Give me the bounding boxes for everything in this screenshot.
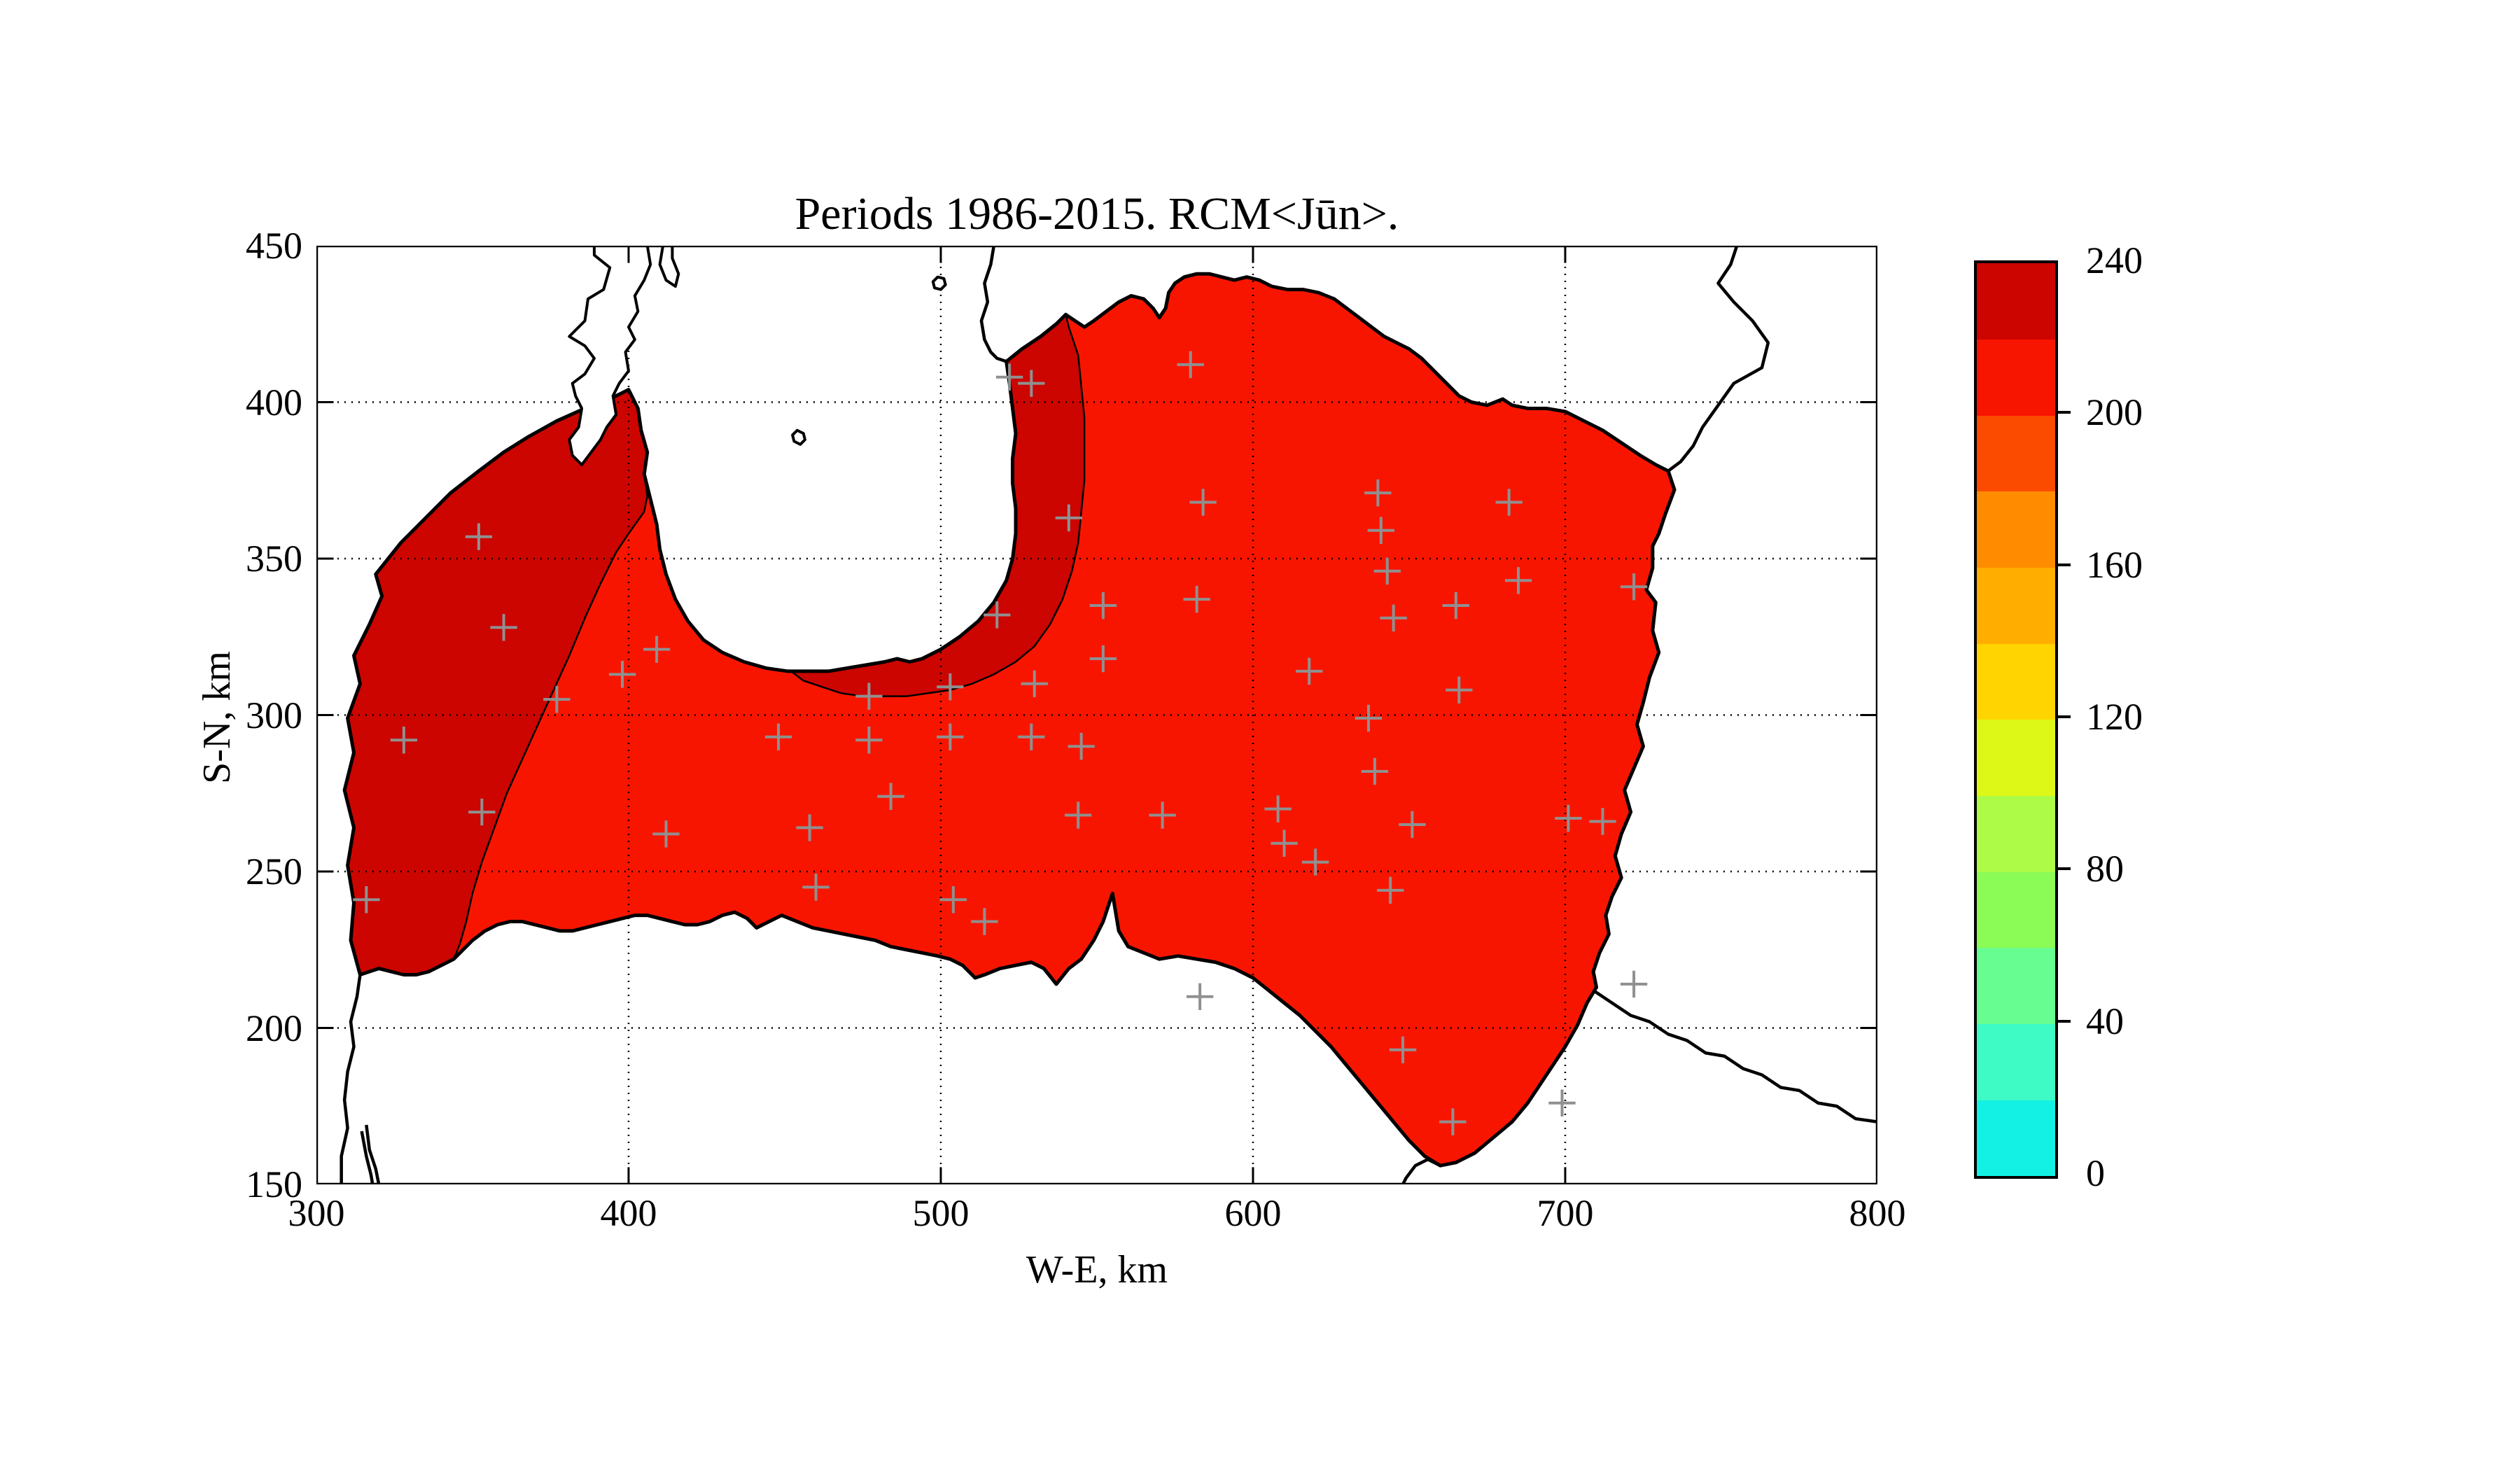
- colorbar-tick-label: 40: [2086, 1000, 2124, 1042]
- colorbar-band: [1977, 872, 2055, 948]
- colorbar-tick-mark: [2055, 867, 2071, 871]
- neighbor-border-line: [1593, 990, 1877, 1122]
- y-tick-label: 350: [246, 538, 302, 580]
- island-outline: [933, 277, 946, 290]
- colorbar-tick-label: 160: [2086, 543, 2143, 586]
- colorbar-tick-mark: [2055, 715, 2071, 718]
- plot-area: [316, 246, 1877, 1184]
- y-tick-label: 150: [246, 1163, 302, 1205]
- x-tick-label: 700: [1536, 1192, 1594, 1234]
- colorbar-band: [1977, 1023, 2055, 1100]
- x-tick-label: 500: [912, 1192, 969, 1234]
- colorbar-band: [1977, 948, 2055, 1025]
- colorbar-band: [1977, 263, 2055, 340]
- colorbar-band: [1977, 415, 2055, 492]
- island-outline: [660, 246, 679, 286]
- colorbar-tick-label: 0: [2086, 1152, 2105, 1194]
- x-axis-label: W-E, km: [1026, 1248, 1168, 1292]
- x-tick-label: 600: [1224, 1192, 1282, 1234]
- colorbar-band: [1977, 720, 2055, 797]
- y-tick-label: 300: [246, 694, 302, 736]
- latvia-map-svg: [316, 246, 1877, 1184]
- colorbar-band: [1977, 1100, 2055, 1177]
- colorbar-band: [1977, 339, 2055, 416]
- colorbar-tick-label: 120: [2086, 696, 2143, 738]
- colorbar-band: [1977, 491, 2055, 568]
- colorbar-band: [1977, 643, 2055, 720]
- colorbar-tick-mark: [2055, 563, 2071, 566]
- colorbar: [1974, 260, 2058, 1179]
- neighbor-border-line: [342, 975, 360, 1184]
- colorbar-band: [1977, 795, 2055, 872]
- y-tick-label: 450: [246, 225, 302, 267]
- x-tick-label: 800: [1849, 1192, 1906, 1234]
- colorbar-tick-label: 80: [2086, 848, 2124, 890]
- y-tick-label: 400: [246, 381, 302, 424]
- grid-point-markers: [353, 351, 1647, 1135]
- neighbor-border-line: [1403, 1159, 1441, 1184]
- island-outline: [569, 246, 650, 465]
- latvia-fill: [344, 274, 1675, 1166]
- colorbar-band: [1977, 567, 2055, 644]
- colorbar-tick-mark: [2055, 411, 2071, 414]
- x-tick-label: 400: [600, 1192, 657, 1234]
- contour-region-gulf: [791, 314, 1084, 696]
- latvia-coastline: [344, 274, 1674, 1166]
- neighbor-border-line: [981, 246, 1007, 361]
- neighbor-border-line: [366, 1125, 379, 1184]
- y-tick-label: 250: [246, 850, 302, 892]
- colorbar-tick-label: 240: [2086, 239, 2143, 281]
- colorbar-tick-mark: [2055, 1019, 2071, 1023]
- plot-title: Periods 1986-2015. RCM<Jūn>.: [794, 188, 1399, 239]
- y-tick-label: 200: [246, 1007, 302, 1049]
- neighbor-border-line: [362, 1131, 373, 1184]
- neighbor-border-line: [1668, 246, 1768, 471]
- colorbar-tick-label: 200: [2086, 391, 2143, 434]
- x-tick-label: 300: [288, 1192, 345, 1234]
- island-outline: [792, 430, 805, 444]
